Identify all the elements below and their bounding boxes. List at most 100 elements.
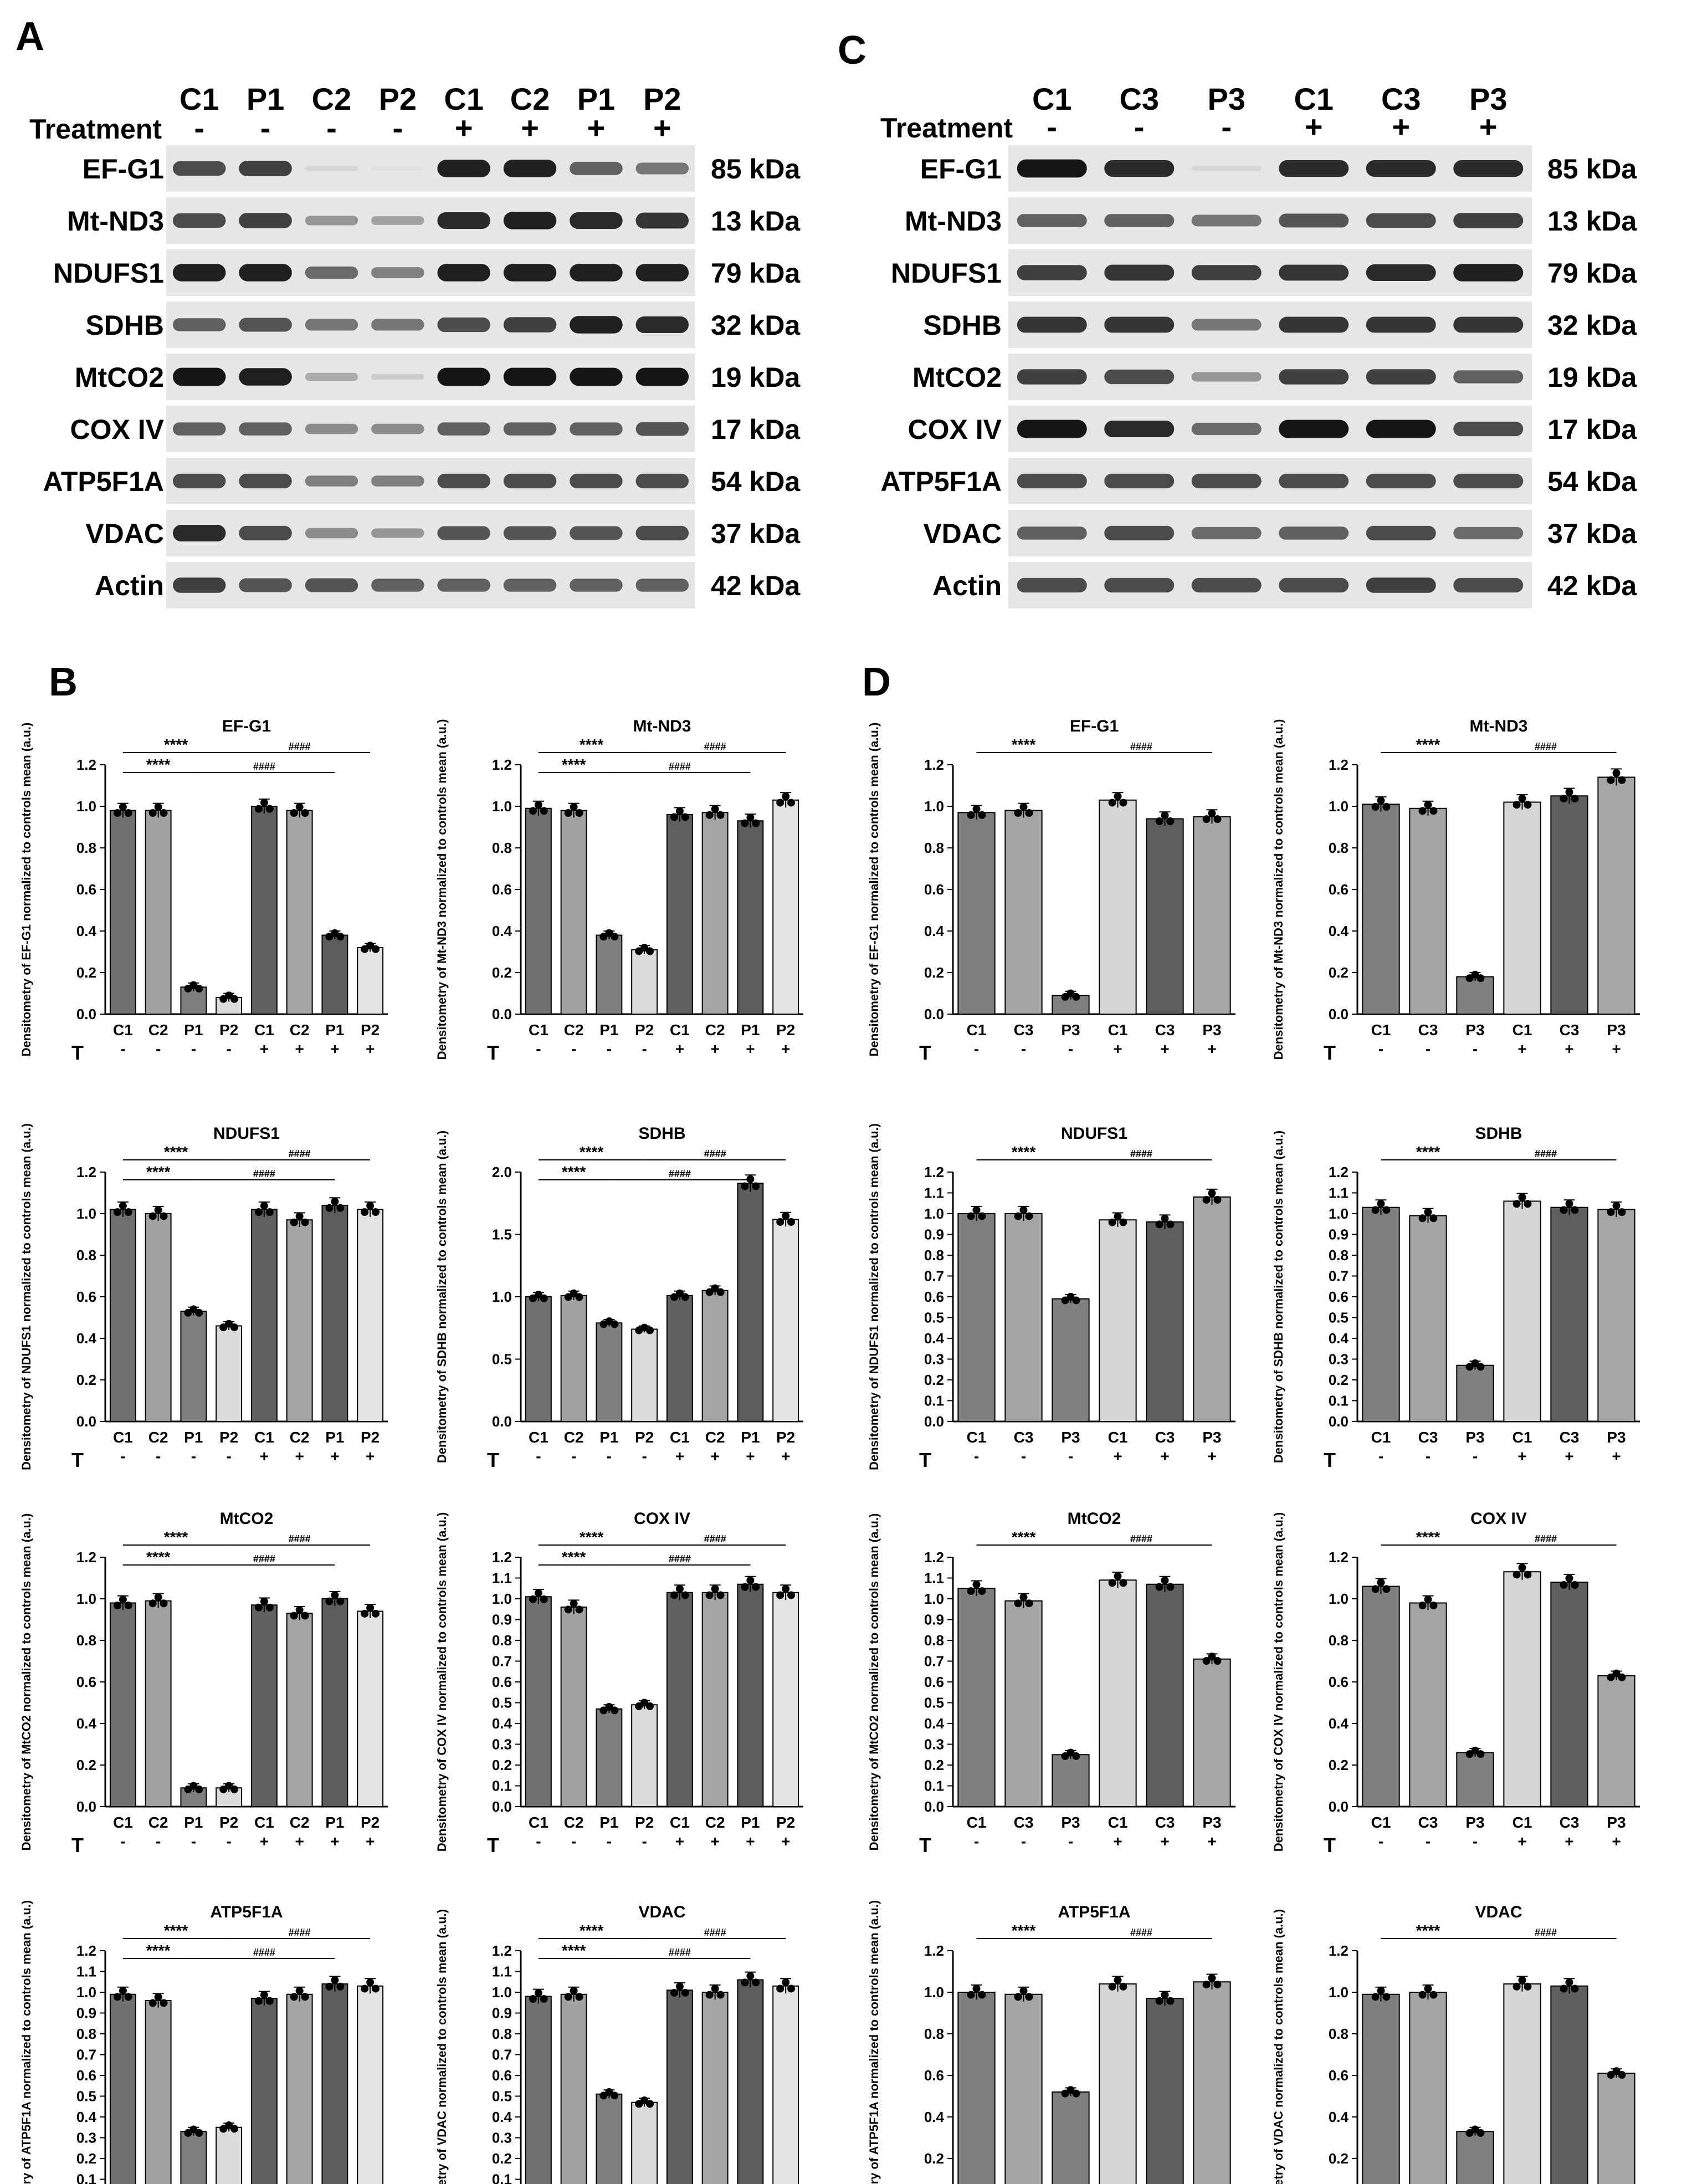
blot-band xyxy=(371,216,424,225)
y-tick-label: 1.2 xyxy=(76,1942,96,1959)
data-point xyxy=(776,799,785,807)
blot-band xyxy=(1104,525,1175,541)
data-point xyxy=(325,1982,334,1991)
y-axis-label: Densitometry of EF-G1 normalized to cont… xyxy=(19,723,33,1057)
x-tick-label: P1 xyxy=(184,1814,203,1831)
bar xyxy=(1099,799,1137,1015)
data-point xyxy=(1424,1984,1432,1993)
y-tick-label: 0.3 xyxy=(492,1736,512,1753)
data-point xyxy=(675,1982,684,1991)
x-tick-label: C3 xyxy=(1418,1429,1438,1446)
x-tick-label: C3 xyxy=(1560,1814,1580,1831)
t-label: T xyxy=(487,1834,499,1856)
blot-band xyxy=(1017,420,1087,438)
kda-label: 32 kDa xyxy=(1547,310,1637,341)
bar xyxy=(250,806,278,1015)
data-point xyxy=(1382,1993,1391,2001)
blot-band xyxy=(635,579,689,592)
data-point xyxy=(635,947,643,955)
y-tick-label: 0.6 xyxy=(492,2067,512,2084)
y-tick-label: 0.4 xyxy=(76,2109,97,2125)
data-point xyxy=(260,799,268,807)
data-point xyxy=(1471,2125,1479,2134)
data-point xyxy=(189,1782,198,1790)
data-point xyxy=(570,1987,578,1995)
blot-band xyxy=(1191,214,1262,227)
significance-label: **** xyxy=(146,756,171,773)
bar xyxy=(1004,1993,1043,2184)
data-point xyxy=(295,1606,304,1614)
protein-label: ATP5F1A xyxy=(880,466,1002,497)
chart: ATP5F1A Densitometry of ATP5F1A normalize… xyxy=(867,1900,1231,2184)
data-point xyxy=(787,1218,796,1226)
y-tick-label: 0.2 xyxy=(76,2150,96,2167)
treatment-sign: - xyxy=(1021,1833,1026,1850)
treatment-sign: - xyxy=(974,1040,979,1057)
treatment-sign: + xyxy=(1565,1448,1573,1465)
bar xyxy=(1550,1206,1588,1422)
chart-title: MtCO2 xyxy=(1068,1510,1121,1528)
blot-band xyxy=(1191,265,1262,280)
data-point xyxy=(611,1320,619,1328)
chart: MtCO2 Densitometry of MtCO2 normalized to… xyxy=(867,1510,1235,1856)
treatment-sign: - xyxy=(571,1833,576,1850)
bar xyxy=(701,812,729,1015)
data-point xyxy=(675,1584,684,1593)
y-axis-label: Densitometry of MtCO2 normalized to cont… xyxy=(867,1513,881,1851)
x-tick-label: C3 xyxy=(1418,1021,1438,1039)
data-point xyxy=(1476,2129,1485,2137)
data-point xyxy=(1429,1602,1438,1610)
treatment-sign: - xyxy=(571,1040,576,1057)
lane-label: C1 xyxy=(180,81,219,116)
treatment-sign: + xyxy=(260,1448,269,1465)
chart-title: Mt-ND3 xyxy=(633,717,691,735)
x-tick-label: C1 xyxy=(113,1021,133,1039)
x-tick-label: C3 xyxy=(1014,1021,1034,1039)
blot-row: NDUFS1 79 kDa xyxy=(53,249,801,296)
blot-band xyxy=(1453,264,1524,282)
blot-strip xyxy=(1008,249,1532,296)
significance-label: **** xyxy=(1012,736,1036,753)
data-point xyxy=(741,1978,749,1987)
bar xyxy=(1362,1585,1400,1807)
data-point xyxy=(534,1589,542,1597)
blot-band xyxy=(172,213,226,228)
y-tick-label: 0.5 xyxy=(924,1695,944,1711)
t-label: T xyxy=(71,1449,84,1471)
blot-row: VDAC 37 kDa xyxy=(85,510,801,556)
y-tick-label: 0.6 xyxy=(924,1288,944,1305)
y-tick-label: 1.1 xyxy=(1329,1185,1349,1201)
bar xyxy=(596,934,623,1015)
blot-strip xyxy=(1008,301,1532,348)
y-tick-label: 1.1 xyxy=(924,1185,944,1201)
x-tick-label: C1 xyxy=(1371,1429,1391,1446)
treatment-sign: - xyxy=(1068,1833,1073,1850)
data-point xyxy=(635,1702,643,1710)
bar xyxy=(357,1610,384,1807)
x-tick-label: P1 xyxy=(599,1429,618,1446)
treatment-sign: - xyxy=(1021,1040,1026,1057)
data-point xyxy=(1061,993,1069,1001)
treatment-sign: + xyxy=(1517,1448,1526,1465)
bar xyxy=(737,1583,764,1807)
data-point xyxy=(1429,1991,1438,1999)
data-point xyxy=(219,1785,228,1793)
data-point xyxy=(705,1991,714,1999)
data-point xyxy=(260,1991,268,1999)
data-point xyxy=(1072,993,1080,1001)
data-point xyxy=(752,1978,760,1987)
blot-band xyxy=(635,316,689,334)
blot-band xyxy=(437,422,490,436)
data-point xyxy=(225,1782,233,1790)
data-point xyxy=(782,1212,790,1220)
blot-strip xyxy=(1008,145,1532,192)
bar xyxy=(1597,776,1635,1015)
x-tick-label: P1 xyxy=(599,1021,618,1039)
data-point xyxy=(230,2125,239,2133)
chart: VDAC Densitometry of VDAC normalized to c… xyxy=(1271,1903,1635,2184)
blot-band xyxy=(371,475,424,487)
t-label: T xyxy=(919,1449,931,1471)
y-tick-label: 0.4 xyxy=(492,923,512,939)
t-label: T xyxy=(919,1834,931,1856)
bar xyxy=(1146,818,1184,1015)
